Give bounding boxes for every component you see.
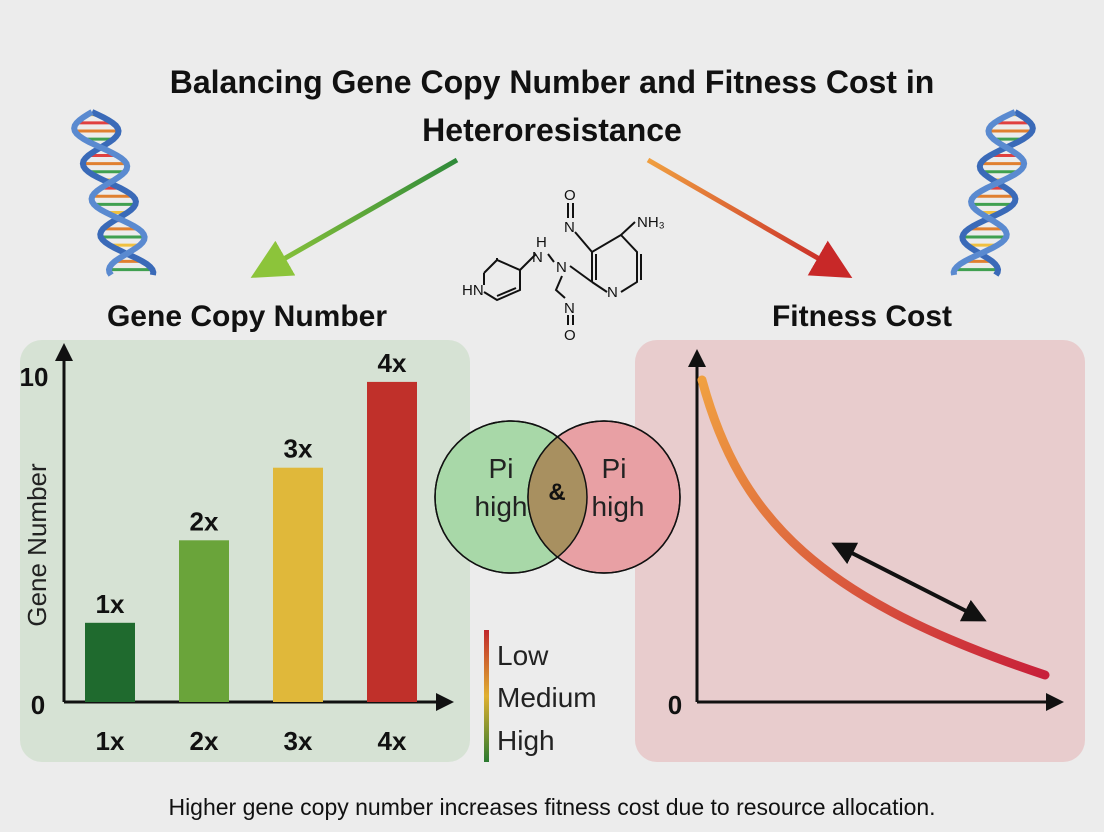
svg-text:HN: HN	[462, 282, 484, 299]
bar-data-label: 1x	[96, 589, 125, 619]
bar-3x	[273, 467, 323, 702]
svg-text:H: H	[536, 234, 547, 251]
svg-text:NH₃: NH₃	[637, 214, 665, 231]
bar-data-label: 2x	[190, 506, 219, 536]
svg-text:N: N	[564, 219, 575, 236]
gene-copy-bar-chart: 0 10 Gene Number 1x 1x 2x 2x 3x 3x 4x 4x	[20, 343, 454, 756]
x-tick-label: 1x	[96, 726, 125, 756]
arrow-to-gene-copy	[250, 157, 459, 278]
bar-2x	[179, 540, 229, 702]
gene-copy-heading: Gene Copy Number	[107, 300, 387, 333]
svg-text:O: O	[564, 327, 576, 344]
svg-text:O: O	[564, 187, 576, 204]
title-line-2: Heteroresistance	[422, 112, 682, 148]
y-axis-label: Gene Number	[22, 463, 52, 627]
svg-text:N: N	[607, 284, 618, 301]
bar-4x	[367, 381, 417, 702]
x-tick-label: 3x	[284, 726, 313, 756]
fitness-cost-heading: Fitness Cost	[772, 300, 952, 333]
arrow-to-fitness-cost	[646, 157, 853, 279]
venn-diagram: Pi high & Pi high	[434, 420, 681, 574]
fitness-cost-panel	[635, 340, 1085, 762]
venn-overlap-label: &	[548, 479, 565, 506]
bar-1x	[85, 622, 135, 702]
venn-left-label: Pi	[489, 453, 514, 484]
chemical-structure	[483, 203, 642, 325]
dna-helix-icon	[71, 109, 157, 277]
bar-data-label: 3x	[284, 434, 313, 464]
title-line-1: Balancing Gene Copy Number and Fitness C…	[170, 64, 935, 100]
chemical-labels: O N NH₃ H N N N HN N O	[462, 187, 665, 344]
venn-right-label: Pi	[602, 453, 627, 484]
y-tick-label: 0	[31, 690, 45, 720]
tradeoff-double-arrow	[831, 542, 987, 622]
x-tick-label: 4x	[378, 726, 407, 756]
y-tick-label: 10	[20, 362, 49, 392]
venn-right-label: high	[592, 491, 645, 522]
legend-low: Low	[497, 640, 549, 671]
svg-text:N: N	[532, 249, 543, 266]
color-legend: Low Medium High	[484, 630, 597, 762]
svg-text:N: N	[564, 300, 575, 317]
y-tick-label: 0	[668, 690, 682, 720]
legend-high: High	[497, 725, 555, 756]
legend-medium: Medium	[497, 682, 597, 713]
dna-helix-icon	[950, 109, 1036, 277]
svg-text:N: N	[556, 259, 567, 276]
bar-data-label: 4x	[378, 348, 407, 378]
caption: Higher gene copy number increases fitnes…	[168, 794, 935, 820]
venn-left-label: high	[475, 491, 528, 522]
x-tick-label: 2x	[190, 726, 219, 756]
venn-overlap	[528, 421, 587, 573]
fitness-cost-curve	[697, 375, 1050, 680]
legend-gradient-bar	[484, 630, 489, 762]
fitness-cost-chart: 0	[668, 349, 1064, 720]
